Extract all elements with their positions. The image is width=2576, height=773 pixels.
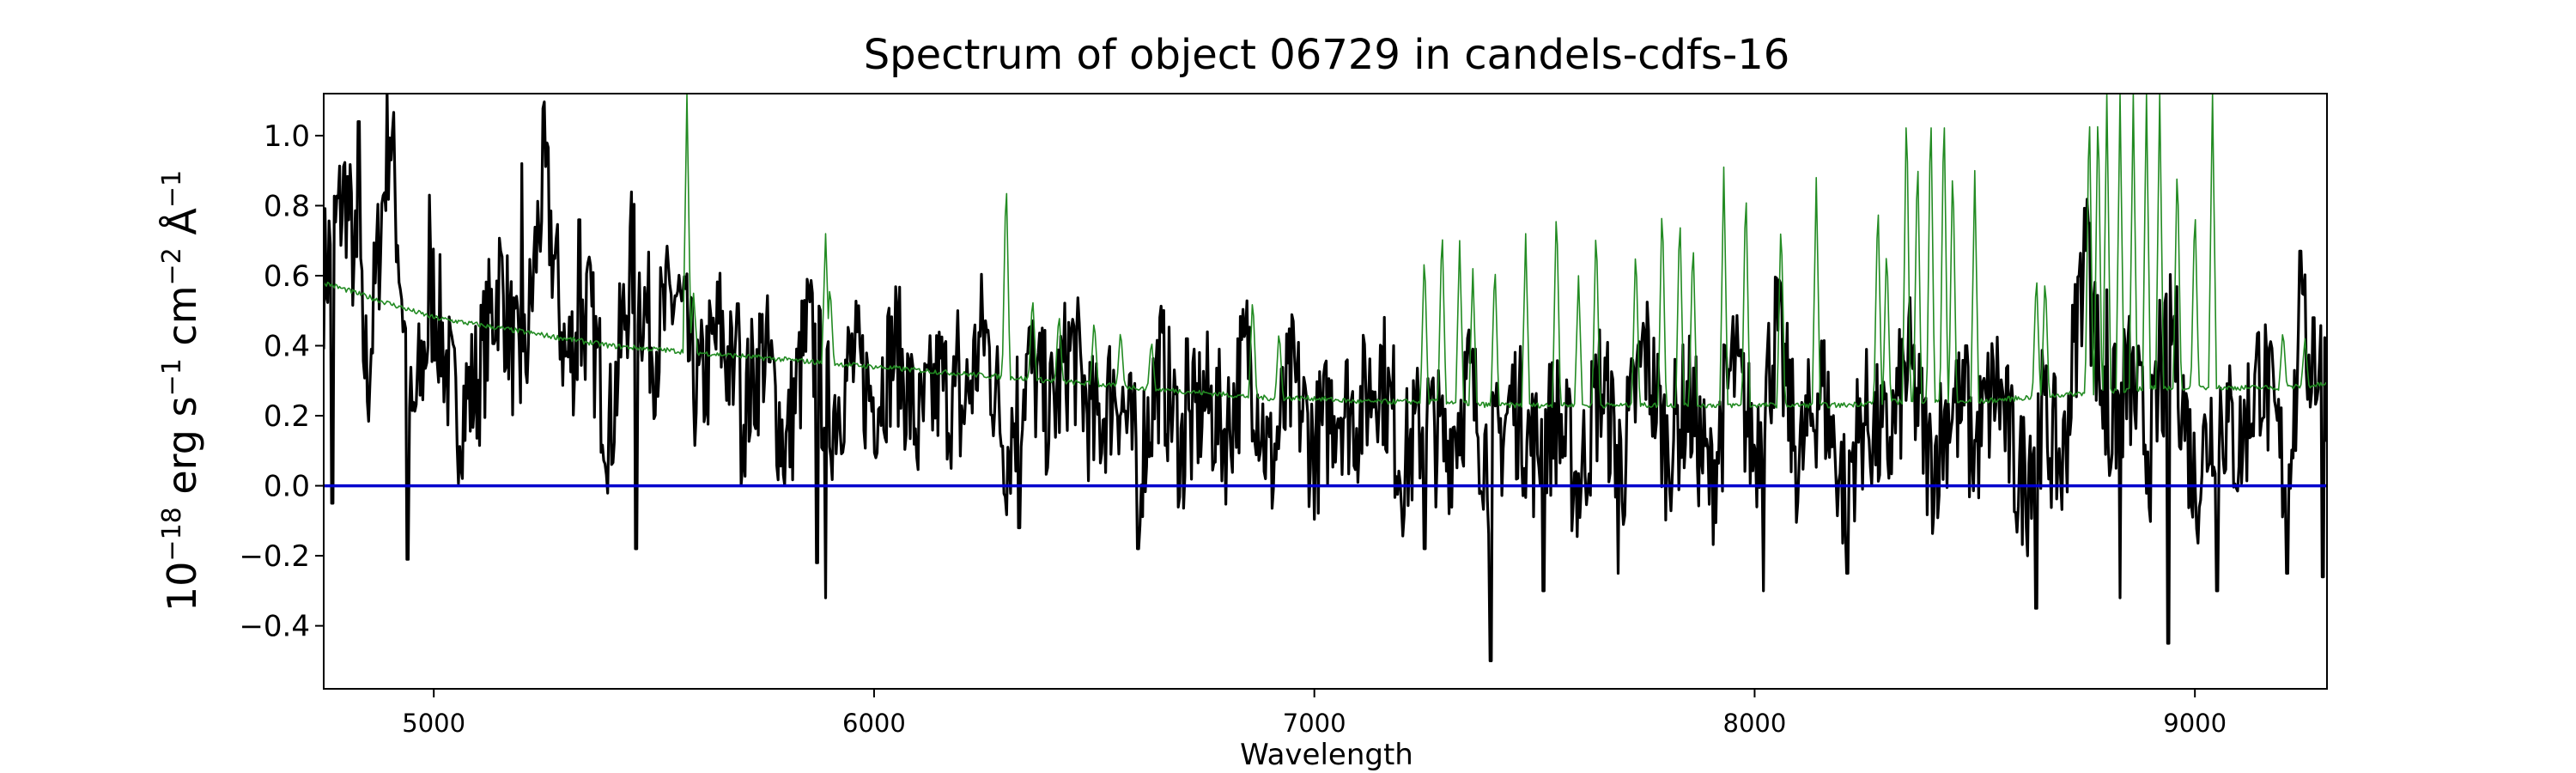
y-tick-label: 0.2 bbox=[264, 399, 310, 434]
x-tick-label: 8000 bbox=[1723, 709, 1787, 738]
y-label-base: 10 bbox=[159, 562, 205, 612]
chart-title: Spectrum of object 06729 in candels-cdfs… bbox=[864, 31, 1790, 79]
x-tick-label: 9000 bbox=[2163, 709, 2227, 738]
y-label-unit3: Å bbox=[159, 208, 205, 248]
y-tick-label: 0.4 bbox=[264, 330, 310, 364]
x-axis-label: Wavelength bbox=[1240, 738, 1413, 772]
x-tick-label: 5000 bbox=[402, 709, 465, 738]
x-axis: 5000 6000 7000 8000 9000 bbox=[402, 689, 2227, 738]
x-tick-label: 6000 bbox=[842, 709, 906, 738]
y-label-unit2: cm bbox=[159, 285, 205, 358]
y-tick-label: 0.0 bbox=[264, 470, 310, 504]
y-axis-label: 10−18 erg s−1 cm−2 Å−1 bbox=[157, 170, 205, 612]
y-tick-label: −0.4 bbox=[239, 610, 310, 644]
error-series-line bbox=[324, 94, 2327, 409]
y-label-exp: −18 bbox=[157, 507, 187, 561]
plot-frame bbox=[323, 93, 2328, 690]
flux-series-line bbox=[324, 94, 2327, 663]
y-tick-label: 0.8 bbox=[264, 189, 310, 223]
y-label-exp2: −2 bbox=[157, 247, 187, 285]
y-tick-label: −0.2 bbox=[239, 539, 310, 574]
plot-area bbox=[323, 93, 2328, 690]
y-label-exp3: −1 bbox=[157, 170, 187, 208]
y-tick-label: 0.6 bbox=[264, 259, 310, 294]
y-label-exp1: −1 bbox=[157, 358, 187, 396]
y-label-unit1: erg s bbox=[159, 396, 205, 507]
y-axis: 1.0 0.8 0.6 0.4 0.2 0.0 −0.2 −0.4 bbox=[239, 119, 324, 644]
y-tick-label: 1.0 bbox=[264, 119, 310, 154]
x-tick-label: 7000 bbox=[1283, 709, 1346, 738]
